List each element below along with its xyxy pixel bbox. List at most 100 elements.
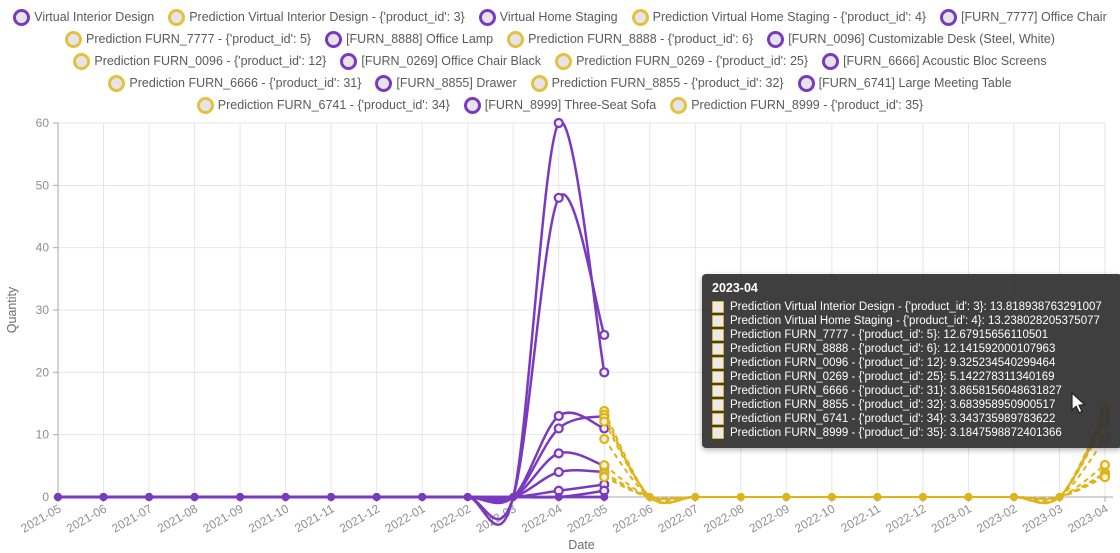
legend-item[interactable]: Prediction Virtual Home Staging - {'prod… <box>631 8 926 26</box>
y-axis-title: Quantity <box>5 286 19 333</box>
legend-label: [FURN_7777] Office Chair <box>961 10 1107 24</box>
x-axis-tick-label: 2021-11 <box>292 501 337 535</box>
x-axis-tick-label: 2023-03 <box>1020 501 1065 535</box>
legend-item[interactable]: [FURN_0269] Office Chair Black <box>340 52 541 70</box>
data-point-marker <box>327 493 336 501</box>
prediction-marker-icon <box>65 30 83 48</box>
legend-item[interactable]: [FURN_6666] Acoustic Bloc Screens <box>822 52 1047 70</box>
tooltip-series-swatch-icon <box>712 413 724 425</box>
legend-item[interactable]: Prediction FURN_0269 - {'product_id': 25… <box>555 52 808 70</box>
series-marker-icon <box>797 74 815 92</box>
legend-item[interactable]: Prediction FURN_8855 - {'product_id': 32… <box>530 74 784 92</box>
tooltip-series-swatch-icon <box>712 329 724 341</box>
tooltip-series-swatch-icon <box>712 315 724 327</box>
tooltip-series-swatch-icon <box>712 385 724 397</box>
legend-item[interactable]: Virtual Interior Design <box>13 8 155 26</box>
tooltip-series-swatch-icon <box>712 343 724 355</box>
tooltip-row: Prediction Virtual Interior Design - {'p… <box>712 300 1112 314</box>
legend-item[interactable]: Prediction FURN_8999 - {'product_id': 35… <box>670 96 923 114</box>
legend-label: Prediction FURN_6666 - {'product_id': 31… <box>129 76 362 90</box>
tooltip-row-text: Prediction Virtual Interior Design - {'p… <box>730 301 1102 313</box>
legend-label: [FURN_0096] Customizable Desk (Steel, Wh… <box>788 32 1055 46</box>
x-axis-tick-label: 2023-01 <box>929 501 974 535</box>
legend-label: Prediction FURN_8888 - {'product_id': 6} <box>528 32 754 46</box>
tooltip-row-text: Prediction FURN_7777 - {'product_id': 5}… <box>730 329 1049 341</box>
tooltip-row: Prediction FURN_6666 - {'product_id': 31… <box>712 384 1112 398</box>
legend-item[interactable]: Prediction FURN_0096 - {'product_id': 12… <box>73 52 327 70</box>
x-axis-tick-label: 2021-05 <box>18 501 63 535</box>
legend-item[interactable]: Prediction FURN_7777 - {'product_id': 5} <box>65 30 312 48</box>
prediction-line <box>603 464 1106 501</box>
data-point-marker <box>554 493 563 501</box>
x-axis-tick-label: 2021-10 <box>246 501 291 535</box>
data-point-marker <box>463 493 472 501</box>
legend-label: Prediction FURN_7777 - {'product_id': 5} <box>86 32 312 46</box>
tooltip-series-swatch-icon <box>712 357 724 369</box>
y-axis-tick-label: 10 <box>36 428 50 442</box>
legend-item[interactable]: [FURN_8855] Drawer <box>375 74 517 92</box>
x-axis-tick-label: 2022-06 <box>610 501 655 535</box>
tooltip-row-text: Prediction FURN_8999 - {'product_id': 35… <box>730 427 1062 439</box>
x-axis-tick-label: 2021-12 <box>337 501 382 535</box>
data-point-marker <box>236 493 245 501</box>
prediction-marker-icon <box>670 96 688 114</box>
legend-row: Prediction FURN_6741 - {'product_id': 34… <box>190 94 930 116</box>
legend-item[interactable]: [FURN_8888] Office Lamp <box>325 30 494 48</box>
legend-label: Virtual Interior Design <box>34 10 155 24</box>
series-marker-icon <box>340 52 358 70</box>
series-marker-icon <box>13 8 31 26</box>
legend-item[interactable]: [FURN_0096] Customizable Desk (Steel, Wh… <box>767 30 1055 48</box>
legend-item[interactable]: Prediction FURN_6741 - {'product_id': 34… <box>196 96 450 114</box>
data-point-marker <box>553 117 564 129</box>
tooltip-series-swatch-icon <box>712 399 724 411</box>
x-axis-tick-label: 2022-02 <box>428 501 473 535</box>
legend-item[interactable]: Prediction FURN_6666 - {'product_id': 31… <box>108 74 362 92</box>
prediction-line <box>603 471 1106 500</box>
data-point-marker <box>873 493 882 501</box>
data-point-marker <box>509 493 518 501</box>
y-axis-tick-label: 40 <box>36 241 50 255</box>
data-point-marker <box>1010 493 1018 501</box>
legend-label: Prediction FURN_0096 - {'product_id': 12… <box>94 54 327 68</box>
data-point-marker <box>553 448 564 459</box>
prediction-line <box>603 475 1106 500</box>
x-axis-tick-label: 2022-07 <box>656 501 701 535</box>
data-point-marker <box>372 493 381 501</box>
series-marker-icon <box>822 52 840 70</box>
data-point-marker <box>736 493 745 501</box>
data-point-marker <box>1099 459 1111 471</box>
data-point-marker <box>599 433 610 445</box>
tooltip-row-text: Prediction Virtual Home Staging - {'prod… <box>730 315 1100 327</box>
x-axis-tick-label: 2023-04 <box>1065 501 1110 535</box>
data-point-marker <box>599 329 610 341</box>
data-point-marker <box>190 493 199 501</box>
tooltip-row-text: Prediction FURN_0096 - {'product_id': 12… <box>730 357 1056 369</box>
tooltip-series-swatch-icon <box>712 371 724 383</box>
legend-item[interactable]: Prediction FURN_8888 - {'product_id': 6} <box>507 30 754 48</box>
x-axis-tick-label: 2022-09 <box>747 501 792 535</box>
legend-item[interactable]: [FURN_6741] Large Meeting Table <box>797 74 1012 92</box>
legend-label: Prediction Virtual Interior Design - {'p… <box>189 10 465 24</box>
x-axis-tick-label: 2023-02 <box>974 501 1019 535</box>
tooltip-row: Prediction FURN_8999 - {'product_id': 35… <box>712 426 1112 440</box>
data-point-marker <box>600 493 609 501</box>
prediction-marker-icon <box>631 8 649 26</box>
y-axis-tick-label: 60 <box>36 116 50 130</box>
legend-label: [FURN_8999] Three-Seat Sofa <box>484 98 657 112</box>
series-marker-icon <box>325 30 343 48</box>
series-marker-icon <box>940 8 958 26</box>
y-axis-tick-label: 30 <box>36 303 50 317</box>
legend-item[interactable]: [FURN_7777] Office Chair <box>940 8 1107 26</box>
legend-label: [FURN_8888] Office Lamp <box>346 32 494 46</box>
prediction-marker-icon <box>530 74 548 92</box>
tooltip-row: Prediction FURN_0096 - {'product_id': 12… <box>712 356 1112 370</box>
tooltip-row: Prediction FURN_8855 - {'product_id': 32… <box>712 398 1112 412</box>
data-point-marker <box>54 493 62 501</box>
legend-item[interactable]: Virtual Home Staging <box>478 8 618 26</box>
legend-item[interactable]: Prediction Virtual Interior Design - {'p… <box>168 8 465 26</box>
data-point-marker <box>553 466 564 478</box>
x-axis-tick-label: 2022-11 <box>839 501 884 535</box>
tooltip-row: Prediction FURN_0269 - {'product_id': 25… <box>712 370 1112 384</box>
data-point-marker <box>599 416 610 427</box>
legend-item[interactable]: [FURN_8999] Three-Seat Sofa <box>463 96 657 114</box>
